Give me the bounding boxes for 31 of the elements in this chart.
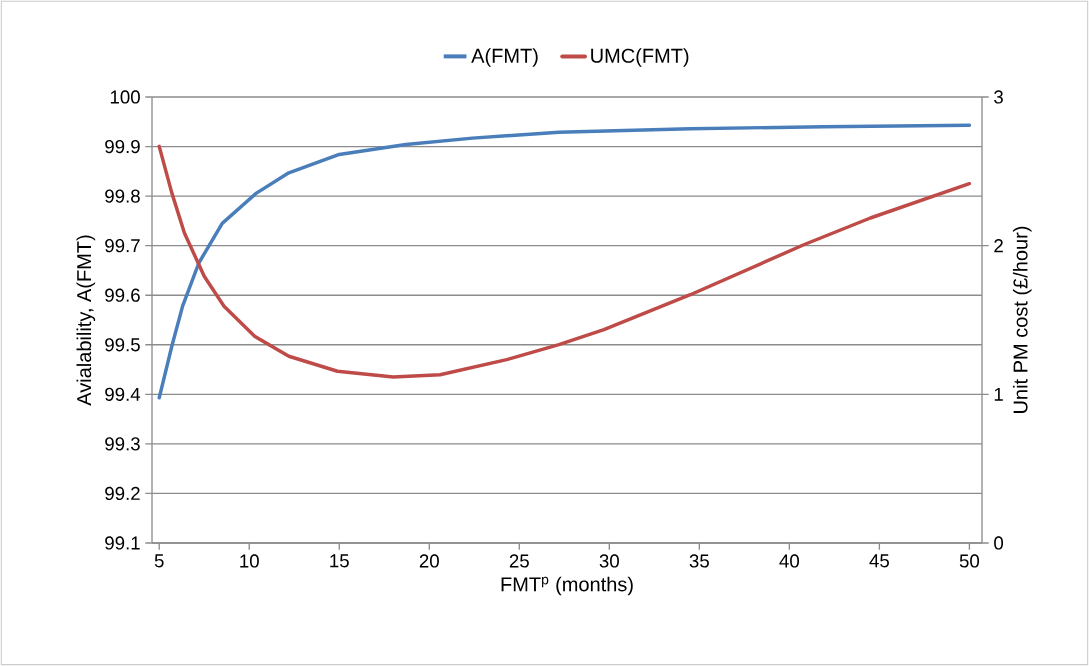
- legend-label: A(FMT): [471, 48, 538, 67]
- y2-tick-label: 0: [994, 536, 1004, 550]
- y-tick-label: 99.9: [105, 139, 140, 154]
- x-tick-label: 15: [330, 554, 349, 568]
- y-tick-label: 99.8: [105, 189, 140, 203]
- y2-tick-label: 3: [994, 90, 1003, 104]
- y-tick-label: 99.6: [105, 288, 140, 302]
- x-tick-label: 10: [240, 554, 259, 568]
- y-tick-label: 99.5: [105, 338, 140, 352]
- x-tick-label: 35: [689, 554, 709, 568]
- x-tick-label: 20: [419, 554, 439, 568]
- x-tick-label: 5: [154, 554, 164, 568]
- y2-tick-label: 1: [994, 387, 1003, 401]
- x-tick-label: 45: [869, 554, 889, 568]
- y-tick-label: 100: [110, 90, 140, 104]
- x-axis-title: FMT$^{p}$ (months): [501, 576, 633, 596]
- y2-axis-title: Unit PM cost (£/hour): [1012, 226, 1032, 413]
- x-tick-label: 30: [599, 554, 619, 568]
- y2-tick-label: 2: [994, 239, 1003, 253]
- y-tick-label: 99.4: [105, 387, 141, 401]
- y-axis-title: Avialability, A(FMT): [76, 235, 96, 406]
- y-tick-label: 99.7: [105, 239, 140, 253]
- x-tick-label: 50: [959, 554, 980, 568]
- y-tick-label: 99.2: [105, 486, 140, 501]
- y-tick-label: 99.3: [105, 437, 140, 451]
- legend-label: UMC(FMT): [591, 48, 689, 67]
- line-series: [157, 123, 972, 400]
- x-tick-label: 25: [509, 554, 529, 568]
- x-tick-label: 40: [779, 554, 800, 568]
- y-tick-label: 99.1: [105, 536, 140, 550]
- line-series: [157, 144, 972, 379]
